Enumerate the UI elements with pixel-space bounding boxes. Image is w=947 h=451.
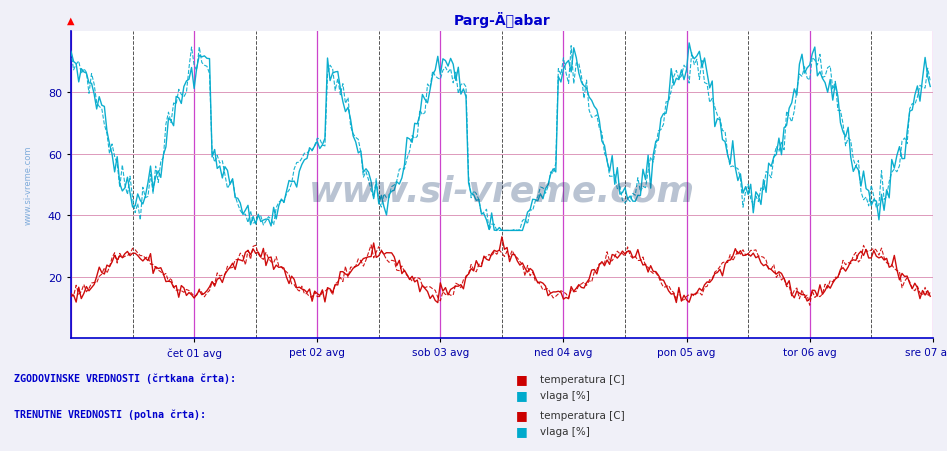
Text: vlaga [%]: vlaga [%] — [540, 390, 590, 400]
Text: ■: ■ — [516, 373, 527, 386]
Text: ■: ■ — [516, 388, 527, 401]
Title: Parg-Äabar: Parg-Äabar — [454, 12, 550, 28]
Text: temperatura [C]: temperatura [C] — [540, 374, 624, 384]
Text: ■: ■ — [516, 424, 527, 437]
Text: TRENUTNE VREDNOSTI (polna črta):: TRENUTNE VREDNOSTI (polna črta): — [14, 409, 206, 419]
Text: ■: ■ — [516, 409, 527, 422]
Text: www.si-vreme.com: www.si-vreme.com — [309, 174, 695, 208]
Text: ▲: ▲ — [67, 15, 75, 25]
Text: ZGODOVINSKE VREDNOSTI (črtkana črta):: ZGODOVINSKE VREDNOSTI (črtkana črta): — [14, 373, 236, 383]
Text: www.si-vreme.com: www.si-vreme.com — [24, 145, 32, 225]
Text: temperatura [C]: temperatura [C] — [540, 410, 624, 420]
Text: vlaga [%]: vlaga [%] — [540, 426, 590, 436]
